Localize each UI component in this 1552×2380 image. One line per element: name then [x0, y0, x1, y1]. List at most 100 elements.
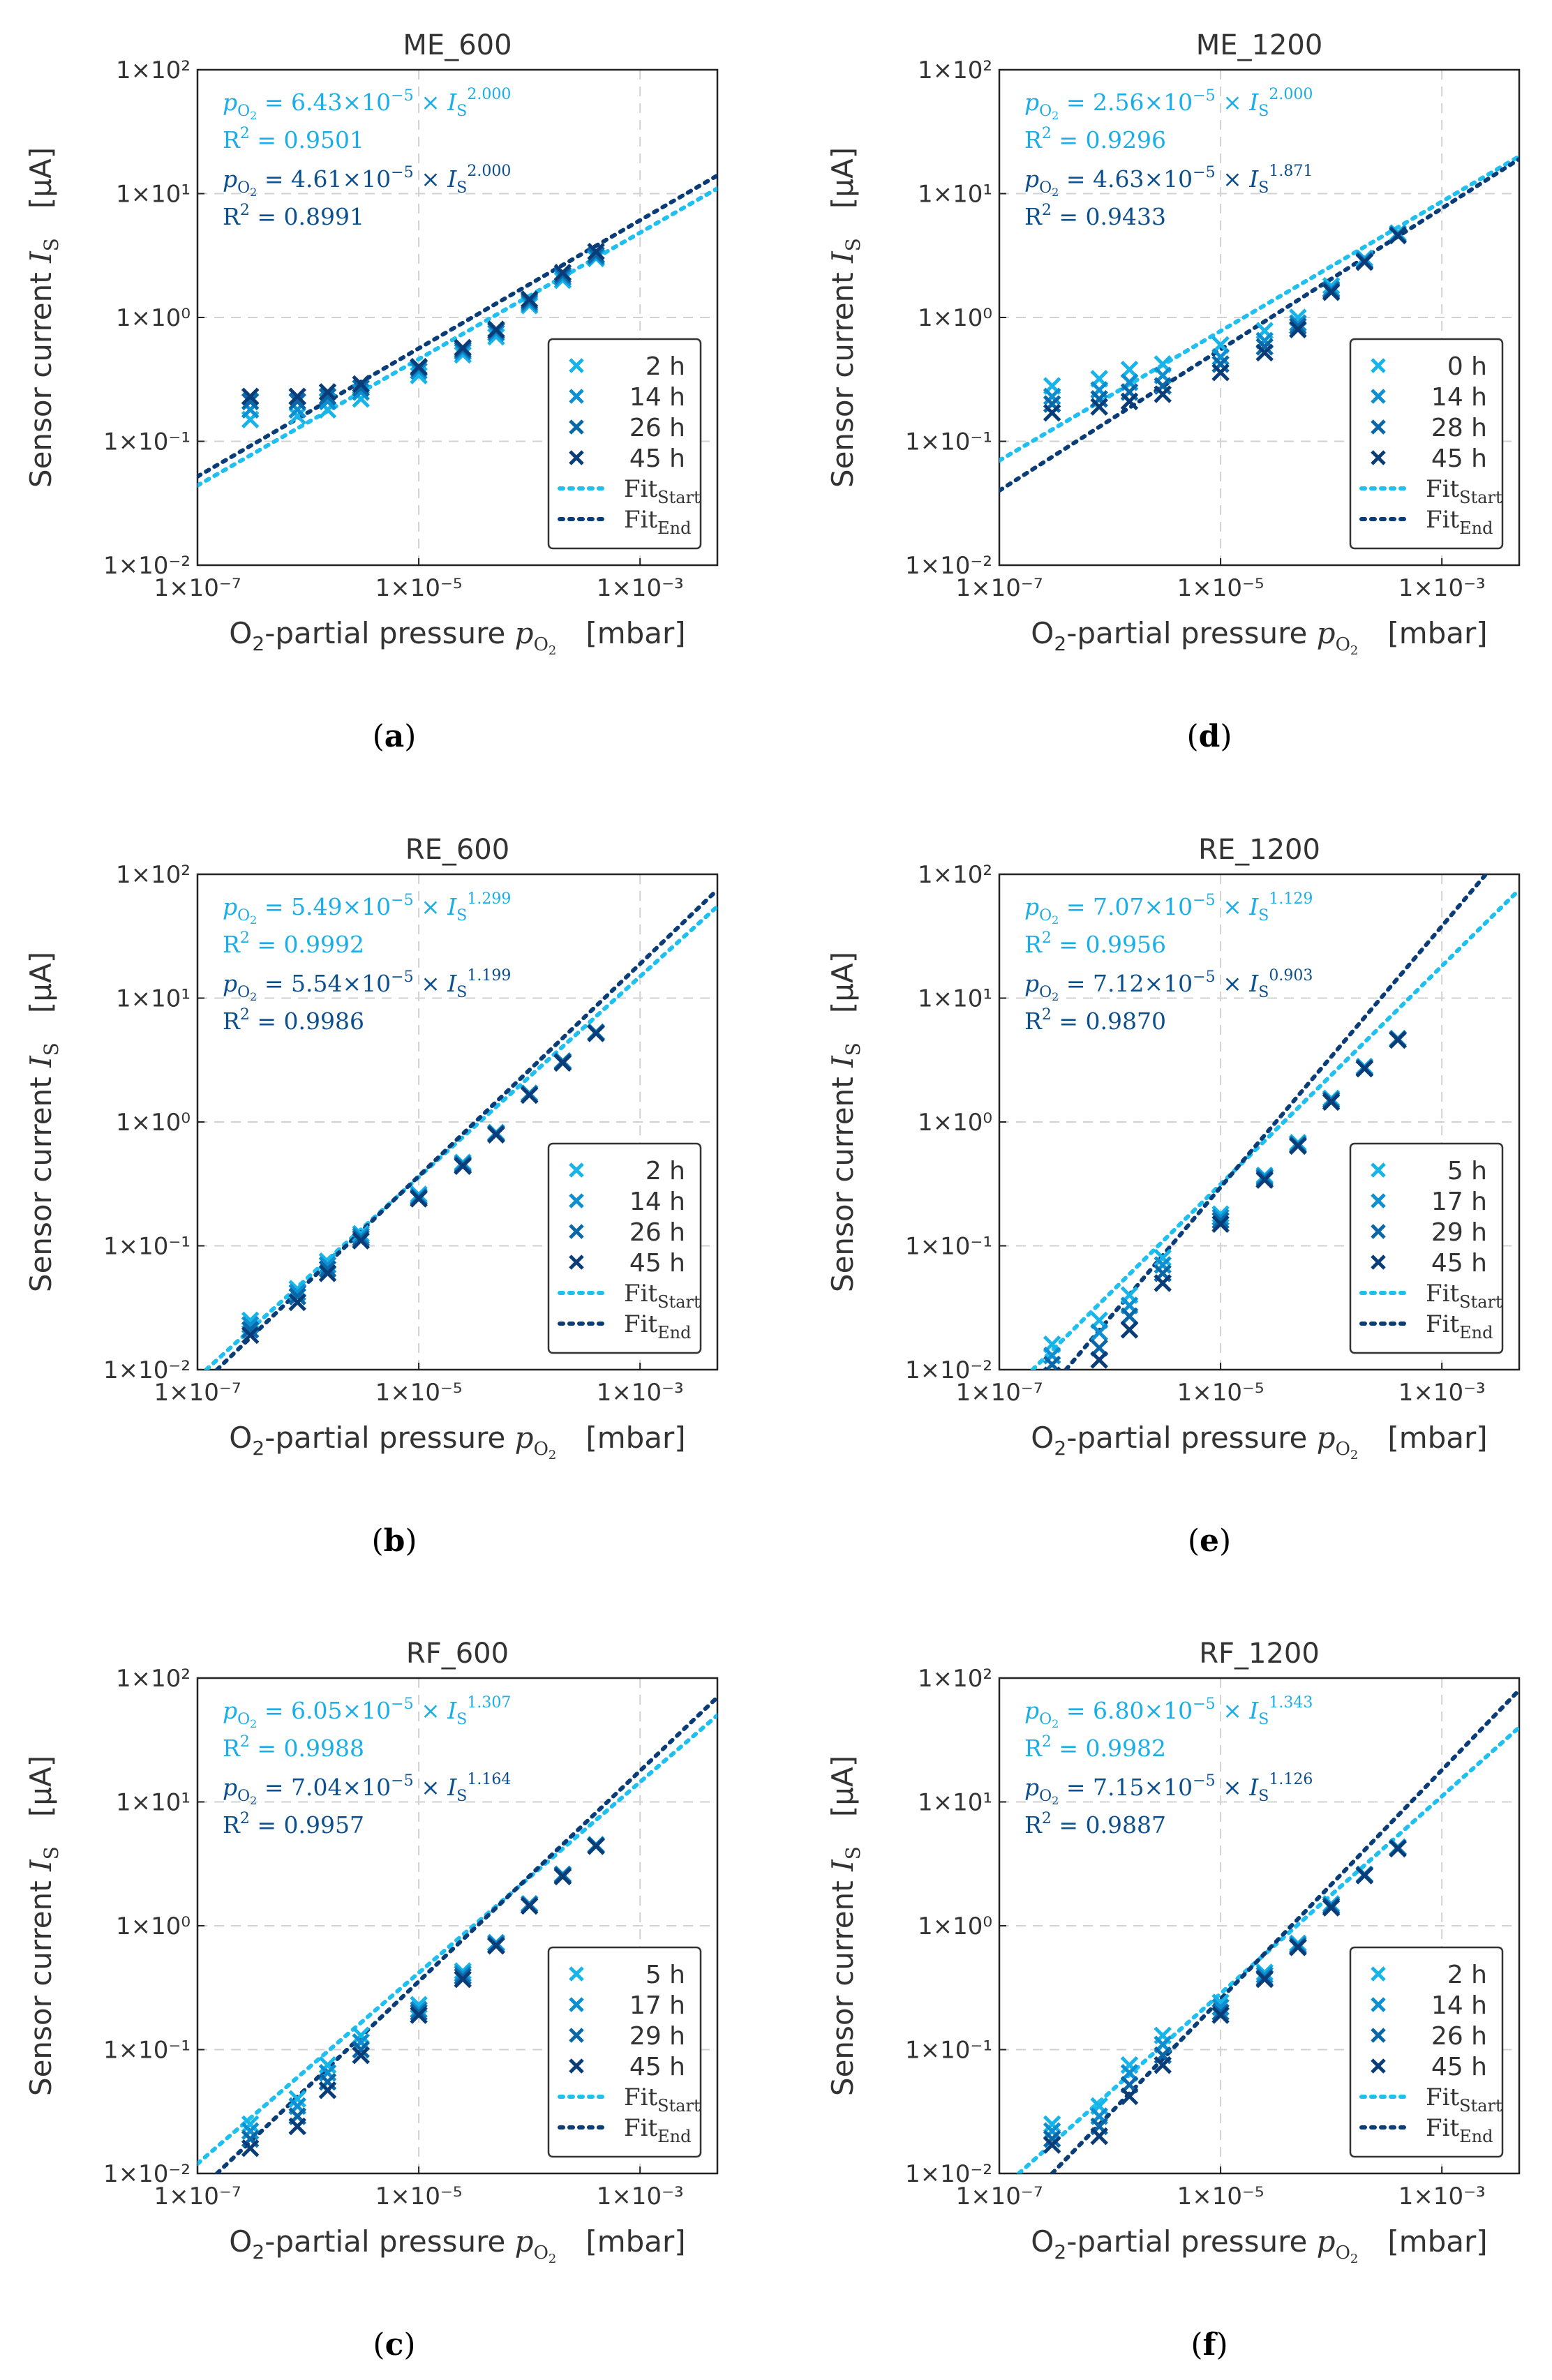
data-point-marker: [454, 338, 472, 357]
x-tick-label: 1×10⁻³: [1398, 574, 1486, 602]
data-point-marker: [352, 1232, 370, 1250]
fit-start-legend-label: FitStart: [624, 475, 701, 507]
fit-equation: pO2 = 6.80×10−5 × IS1.343: [1024, 1694, 1313, 1730]
plot-area: [197, 173, 717, 488]
r-squared: R2 = 0.9501: [223, 125, 364, 154]
legend-marker: [1371, 389, 1386, 404]
chart-title: RF_600: [406, 1638, 509, 1670]
data-point-marker: [1154, 1274, 1172, 1292]
chart-panel-re-600: RE_600 1×10⁻⁷ 1×10⁻⁵ 1×10⁻³ 1×10⁻² 1×10⁻¹ 1×10…: [24, 834, 719, 1559]
data-point-marker: [352, 2046, 370, 2065]
fit-equation: pO2 = 6.05×10−5 × IS1.307: [223, 1694, 511, 1730]
data-point-marker: [520, 290, 539, 308]
y-axis-label: Sensor current IS [μA]: [24, 147, 63, 488]
chart-title: RE_600: [405, 834, 509, 866]
y-tick-label: 1×10⁻¹: [905, 428, 992, 456]
data-point-marker: [1043, 2115, 1061, 2134]
data-point-marker: [410, 2000, 428, 2019]
data-point-marker: [1043, 2136, 1061, 2154]
fit-equation: pO2 = 7.04×10−5 × IS1.164: [223, 1771, 511, 1807]
data-point-marker: [1211, 347, 1230, 366]
data-point-marker: [352, 2026, 370, 2045]
data-point-marker: [1255, 1966, 1274, 1984]
legend-marker: [569, 450, 584, 465]
legend-label: 45 h: [629, 2053, 685, 2081]
legend-marker: [569, 419, 584, 435]
data-point-marker: [1211, 2003, 1230, 2021]
legend-box: [547, 1142, 702, 1354]
r-squared: R2 = 0.9887: [1024, 1810, 1166, 1839]
data-point-marker: [318, 387, 337, 406]
data-point-marker: [288, 407, 306, 426]
fit-end-line: [214, 1695, 717, 2173]
data-point-marker: [553, 264, 572, 282]
data-point-marker: [587, 242, 605, 261]
data-point-marker: [1289, 320, 1307, 338]
legend-marker: [1371, 2058, 1386, 2074]
data-point-marker: [1289, 314, 1307, 332]
legend-label: 5 h: [1447, 1157, 1487, 1185]
data-point-marker: [553, 1054, 572, 1072]
legend-marker: [569, 1193, 584, 1208]
y-tick-label: 1×10⁻¹: [103, 2037, 191, 2065]
x-axis-label: O2-partial pressure pO2 [mbar]: [1031, 1421, 1487, 1462]
legend-marker: [1371, 419, 1386, 435]
data-point-marker: [410, 2006, 428, 2024]
data-point-marker: [1322, 276, 1341, 295]
y-tick-label: 1×10¹: [116, 181, 191, 209]
y-tick-label: 1×10⁻²: [103, 1356, 191, 1384]
legend-label: 45 h: [629, 1249, 685, 1278]
r-squared: R2 = 0.9956: [1024, 929, 1166, 958]
x-tick-label: 1×10⁻⁵: [1177, 2183, 1264, 2210]
data-point-marker: [454, 345, 472, 364]
data-point-marker: [352, 379, 370, 397]
data-point-marker: [1154, 1248, 1172, 1267]
y-tick-label: 1×10⁰: [116, 1913, 191, 1940]
legend-label: 2 h: [1447, 1961, 1487, 1989]
data-point-marker: [241, 1321, 260, 1339]
y-tick-label: 1×10¹: [116, 1789, 191, 1817]
fit-equation: pO2 = 7.07×10−5 × IS1.129: [1024, 890, 1313, 927]
data-point-marker: [241, 1326, 260, 1345]
legend-marker: [1371, 1224, 1386, 1239]
legend-marker: [1371, 2028, 1386, 2043]
data-point-marker: [1043, 403, 1061, 422]
chart-panel-rf-1200: RF_1200 1×10⁻⁷ 1×10⁻⁵ 1×10⁻³ 1×10⁻² 1×10⁻¹ 1×1…: [826, 1638, 1521, 2363]
legend-label: 14 h: [629, 1188, 685, 1216]
data-point-marker: [1090, 398, 1108, 416]
fit-end-legend-label: FitEnd: [1426, 1310, 1493, 1342]
legend-label: 26 h: [1431, 2022, 1487, 2051]
fit-start-line: [197, 1713, 717, 2166]
y-tick-label: 1×10⁻²: [905, 1356, 992, 1384]
x-tick-label: 1×10⁻³: [597, 2183, 684, 2210]
legend-label: 14 h: [1431, 383, 1487, 412]
y-tick-label: 1×10¹: [918, 181, 992, 209]
legend-label: 26 h: [629, 414, 685, 442]
x-axis-label: O2-partial pressure pO2 [mbar]: [229, 616, 685, 658]
chart-panel-re-1200: RE_1200 1×10⁻⁷ 1×10⁻⁵ 1×10⁻³ 1×10⁻² 1×10⁻¹ 1×1…: [826, 834, 1521, 1559]
fit-end-legend-label: FitEnd: [1426, 506, 1493, 538]
data-point-marker: [410, 2003, 428, 2021]
x-tick-label: 1×10⁻⁷: [956, 2183, 1043, 2210]
data-point-marker: [1211, 363, 1230, 382]
legend-box: [1349, 1946, 1504, 2158]
data-point-marker: [1322, 1093, 1341, 1112]
legend-marker: [569, 1224, 584, 1239]
chart-title: ME_600: [403, 29, 512, 61]
data-point-marker: [487, 327, 505, 346]
x-tick-label: 1×10⁻³: [597, 1379, 684, 1407]
plot-area: [999, 154, 1519, 493]
plot-area: [1030, 874, 1519, 1370]
x-axis-label: O2-partial pressure pO2 [mbar]: [229, 1421, 685, 1462]
data-point-marker: [1289, 1137, 1307, 1155]
data-point-marker: [1211, 1208, 1230, 1227]
y-tick-label: 1×10⁻²: [103, 552, 191, 580]
data-point-marker: [288, 392, 306, 411]
r-squared: R2 = 0.9296: [1024, 125, 1166, 154]
data-point-marker: [288, 1287, 306, 1305]
data-point-marker: [520, 1896, 539, 1915]
data-point-marker: [454, 1964, 472, 1983]
chart-panel-me-1200: ME_1200 1×10⁻⁷ 1×10⁻⁵ 1×10⁻³ 1×10⁻² 1×10⁻¹ 1×1…: [826, 29, 1521, 754]
